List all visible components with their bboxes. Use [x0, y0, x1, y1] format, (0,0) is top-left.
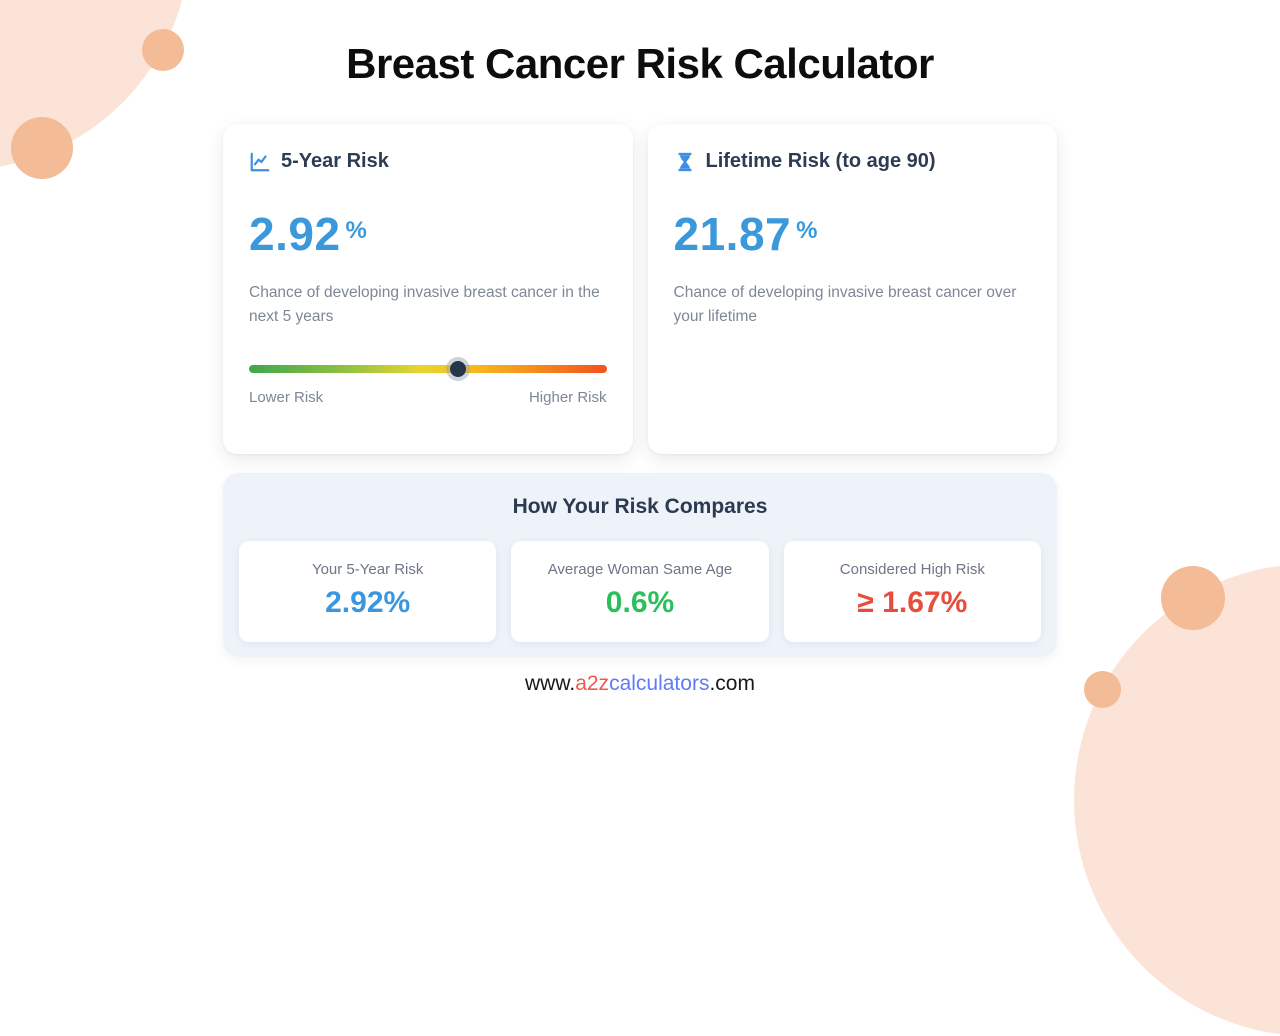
comparison-row: Your 5-Year Risk 2.92% Average Woman Sam…	[239, 541, 1041, 642]
compare-value: 0.6%	[605, 586, 675, 619]
compare-card-your-risk: Your 5-Year Risk 2.92%	[239, 541, 497, 642]
compare-value: ≥ 1.67%	[857, 586, 968, 619]
footer-a2z: a2z	[575, 672, 610, 695]
lifetime-risk-card: Lifetime Risk (to age 90) 21.87% Chance …	[647, 124, 1057, 454]
main-content: Breast Cancer Risk Calculator 5-Year Ris…	[223, 0, 1057, 696]
comparison-title: How Your Risk Compares	[512, 495, 768, 518]
five-year-value-row: 2.92%	[249, 207, 607, 261]
compare-card-average-woman: Average Woman Same Age 0.6%	[511, 541, 769, 642]
compare-label: Your 5-Year Risk	[311, 561, 424, 578]
slider-labels: Lower Risk Higher Risk	[249, 389, 607, 406]
decor-circle-top-left-small	[142, 29, 184, 71]
slider-marker[interactable]	[449, 361, 466, 378]
five-year-unit: %	[345, 217, 367, 244]
compare-label: Considered High Risk	[839, 561, 985, 578]
compare-card-high-risk: Considered High Risk ≥ 1.67%	[783, 541, 1041, 642]
compare-label: Average Woman Same Age	[547, 561, 733, 578]
decor-circle-bottom-right-small	[1084, 671, 1121, 708]
lower-risk-label: Lower Risk	[249, 389, 324, 407]
lifetime-unit: %	[796, 217, 818, 244]
footer-com: .com	[709, 672, 755, 695]
line-chart-icon	[249, 151, 271, 173]
page-title: Breast Cancer Risk Calculator	[346, 40, 934, 87]
compare-value: 2.92%	[325, 586, 411, 619]
risk-cards-row: 5-Year Risk 2.92% Chance of developing i…	[223, 124, 1057, 454]
decor-circle-top-left-large	[11, 117, 73, 179]
footer-www: www.	[525, 672, 576, 695]
five-year-risk-card: 5-Year Risk 2.92% Chance of developing i…	[223, 124, 633, 454]
lifetime-value-row: 21.87%	[674, 207, 1032, 261]
risk-slider: Lower Risk Higher Risk	[249, 361, 607, 406]
comparison-panel: How Your Risk Compares Your 5-Year Risk …	[223, 473, 1057, 657]
five-year-value: 2.92	[249, 208, 341, 260]
lifetime-card-title: Lifetime Risk (to age 90)	[705, 150, 936, 172]
footer-url[interactable]: www.a2zcalculators.com	[223, 672, 1057, 696]
hourglass-icon	[674, 151, 696, 173]
higher-risk-label: Higher Risk	[528, 389, 607, 407]
five-year-card-header: 5-Year Risk	[249, 150, 607, 173]
decor-blob-bottom-right	[1074, 564, 1280, 1036]
risk-slider-track[interactable]	[249, 361, 607, 378]
five-year-description: Chance of developing invasive breast can…	[249, 284, 600, 326]
decor-circle-bottom-right-large	[1161, 566, 1225, 630]
lifetime-card-header: Lifetime Risk (to age 90)	[674, 150, 1032, 173]
five-year-card-title: 5-Year Risk	[281, 150, 389, 172]
lifetime-value: 21.87	[673, 208, 792, 260]
footer-calculators: calculators	[609, 672, 710, 695]
lifetime-description: Chance of developing invasive breast can…	[673, 284, 1017, 326]
